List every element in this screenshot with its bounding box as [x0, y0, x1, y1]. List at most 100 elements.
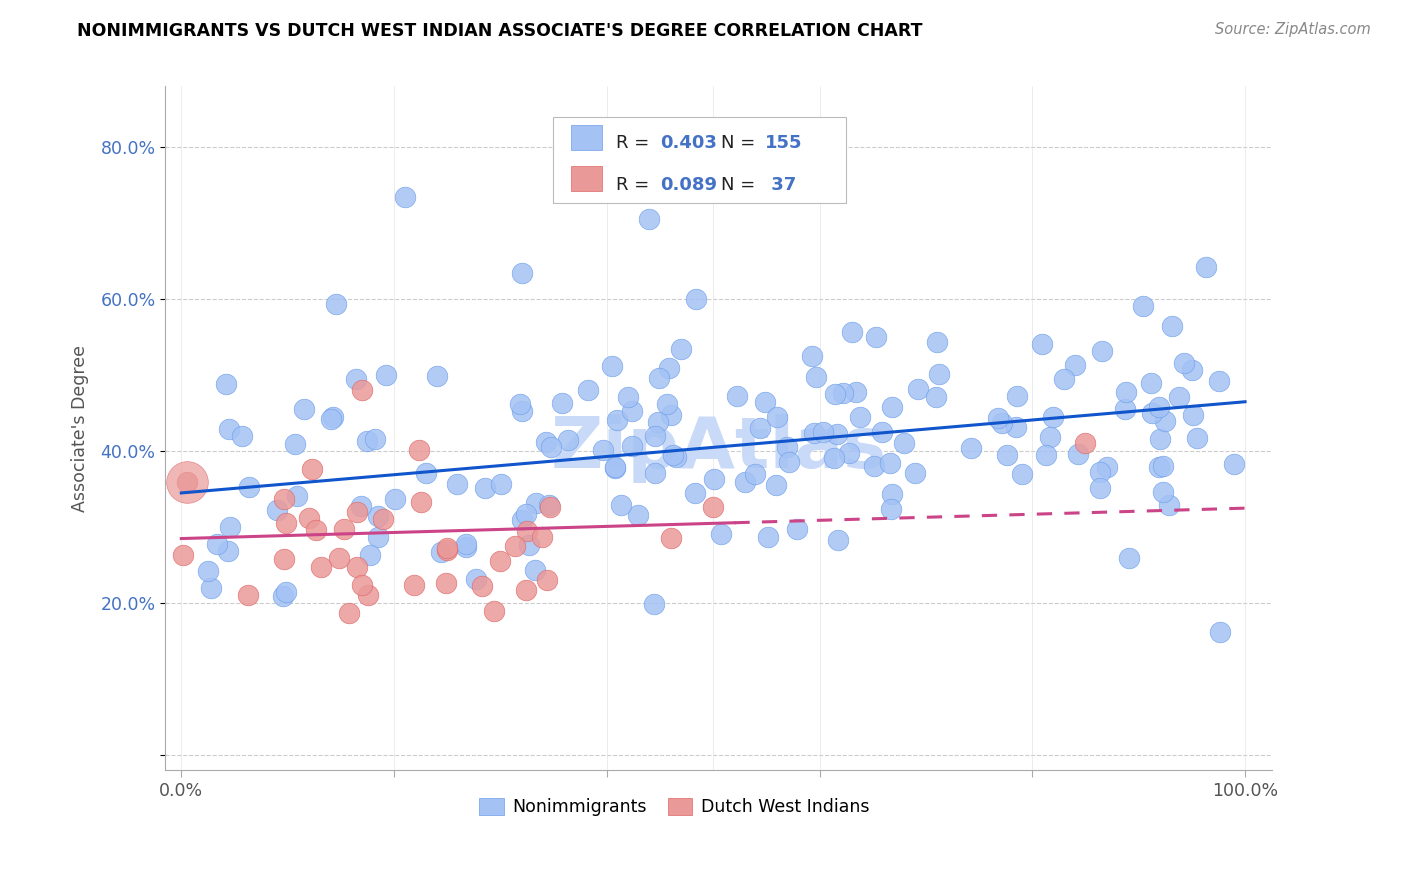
Point [1067, 447, 1090, 461]
Point [325, 297, 347, 311]
Point [659, 531, 682, 545]
Point [557, 433, 579, 447]
FancyBboxPatch shape [553, 117, 846, 202]
Point [426, 369, 449, 384]
Point [1005, 389, 1028, 403]
Point [231, 428, 253, 442]
Point [236, 588, 259, 602]
Point [605, 460, 627, 475]
Point [538, 498, 561, 512]
Point [1139, 376, 1161, 390]
Text: 0.403: 0.403 [659, 135, 717, 153]
Point [367, 508, 389, 523]
Point [415, 466, 437, 480]
Point [350, 577, 373, 591]
Point [960, 441, 983, 455]
Point [523, 563, 546, 577]
Point [531, 530, 554, 544]
Point [328, 551, 350, 566]
Text: NONIMMIGRANTS VS DUTCH WEST INDIAN ASSOCIATE'S DEGREE CORRELATION CHART: NONIMMIGRANTS VS DUTCH WEST INDIAN ASSOC… [77, 22, 922, 40]
Bar [571, 166, 602, 191]
Point [357, 588, 380, 602]
Point [474, 481, 496, 495]
Point [1011, 467, 1033, 481]
Point [927, 334, 949, 349]
Point [534, 435, 557, 450]
Text: 0.089: 0.089 [659, 176, 717, 194]
Point [510, 404, 533, 418]
Point [298, 511, 321, 525]
Point [703, 472, 725, 486]
Point [879, 456, 901, 470]
Point [1181, 363, 1204, 377]
Point [350, 499, 373, 513]
Point [838, 446, 860, 460]
Point [863, 459, 886, 474]
Point [827, 533, 849, 547]
Point [803, 426, 825, 441]
Point [1088, 465, 1111, 479]
Point [346, 372, 368, 386]
Point [644, 467, 666, 481]
Point [627, 508, 650, 522]
Point [1035, 448, 1057, 462]
Point [848, 410, 870, 425]
Point [685, 293, 707, 307]
Point [648, 371, 671, 385]
Point [1142, 406, 1164, 420]
Point [515, 507, 537, 521]
Point [304, 523, 326, 537]
Point [285, 489, 308, 503]
Text: Source: ZipAtlas.com: Source: ZipAtlas.com [1215, 22, 1371, 37]
Point [465, 572, 488, 586]
Point [702, 500, 724, 514]
Point [515, 582, 537, 597]
Point [734, 475, 756, 490]
Point [806, 370, 828, 384]
Point [1208, 374, 1230, 388]
Point [1132, 299, 1154, 313]
Point [430, 544, 453, 558]
Point [823, 450, 845, 465]
Text: R =: R = [616, 176, 655, 194]
Text: N =: N = [721, 135, 761, 153]
Point [218, 422, 240, 436]
Point [273, 491, 295, 506]
Point [1181, 408, 1204, 422]
Point [1149, 432, 1171, 446]
Point [1053, 372, 1076, 386]
Y-axis label: Associate's Degree: Associate's Degree [72, 345, 89, 512]
Point [1095, 460, 1118, 475]
Point [592, 443, 614, 458]
Point [292, 402, 315, 417]
Point [551, 396, 574, 410]
Point [219, 520, 242, 534]
Point [1074, 436, 1097, 450]
Point [841, 325, 863, 339]
Point [1147, 460, 1170, 475]
Point [471, 579, 494, 593]
Point [536, 573, 558, 587]
Point [880, 502, 903, 516]
Point [482, 604, 505, 618]
Point [671, 342, 693, 356]
Point [510, 513, 533, 527]
Point [489, 476, 512, 491]
Point [825, 427, 848, 442]
Point [904, 466, 927, 480]
Point [801, 349, 824, 363]
Point [744, 467, 766, 481]
Point [605, 460, 627, 475]
Point [1147, 401, 1170, 415]
Point [274, 585, 297, 599]
Point [176, 475, 198, 489]
Bar [571, 125, 602, 150]
Point [411, 494, 433, 508]
Point [454, 537, 477, 551]
Point [907, 382, 929, 396]
Point [436, 542, 458, 557]
Point [367, 529, 389, 543]
Point [610, 498, 633, 512]
Point [643, 597, 665, 611]
Point [832, 386, 855, 401]
